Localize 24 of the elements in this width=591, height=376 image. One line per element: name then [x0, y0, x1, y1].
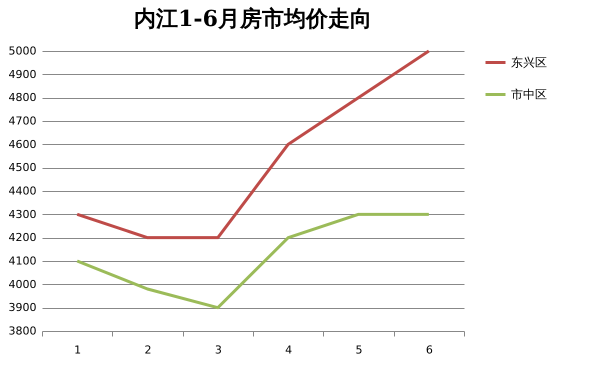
y-tick-label: 3800 — [8, 324, 36, 338]
y-tick-label: 4500 — [8, 161, 36, 174]
y-tick-label: 4700 — [8, 114, 36, 128]
y-tick-label: 4100 — [8, 254, 36, 268]
y-tick-label: 4900 — [8, 68, 36, 81]
y-tick-label: 4000 — [8, 278, 36, 291]
x-tick-label: 3 — [214, 344, 222, 356]
y-tick-label: 4400 — [8, 184, 36, 198]
legend-label: 市中区 — [511, 88, 547, 102]
y-tick-label: 4200 — [8, 231, 36, 244]
y-tick-label: 4600 — [8, 138, 36, 151]
chart-title: 内江1-6月房市均价走向 — [134, 6, 372, 32]
legend-label: 东兴区 — [511, 56, 547, 70]
y-tick-label: 3900 — [8, 301, 36, 314]
line-series — [76, 212, 430, 310]
y-tick-label: 4300 — [8, 208, 36, 221]
x-tick-label: 2 — [144, 344, 152, 356]
y-tick-label: 5000 — [8, 44, 36, 58]
y-tick-label: 4800 — [8, 91, 36, 104]
x-tick-label: 5 — [356, 344, 362, 356]
x-tick-label: 1 — [74, 344, 82, 356]
x-tick-label: 6 — [426, 344, 433, 356]
line-series — [76, 50, 430, 240]
x-tick-label: 4 — [285, 344, 292, 356]
